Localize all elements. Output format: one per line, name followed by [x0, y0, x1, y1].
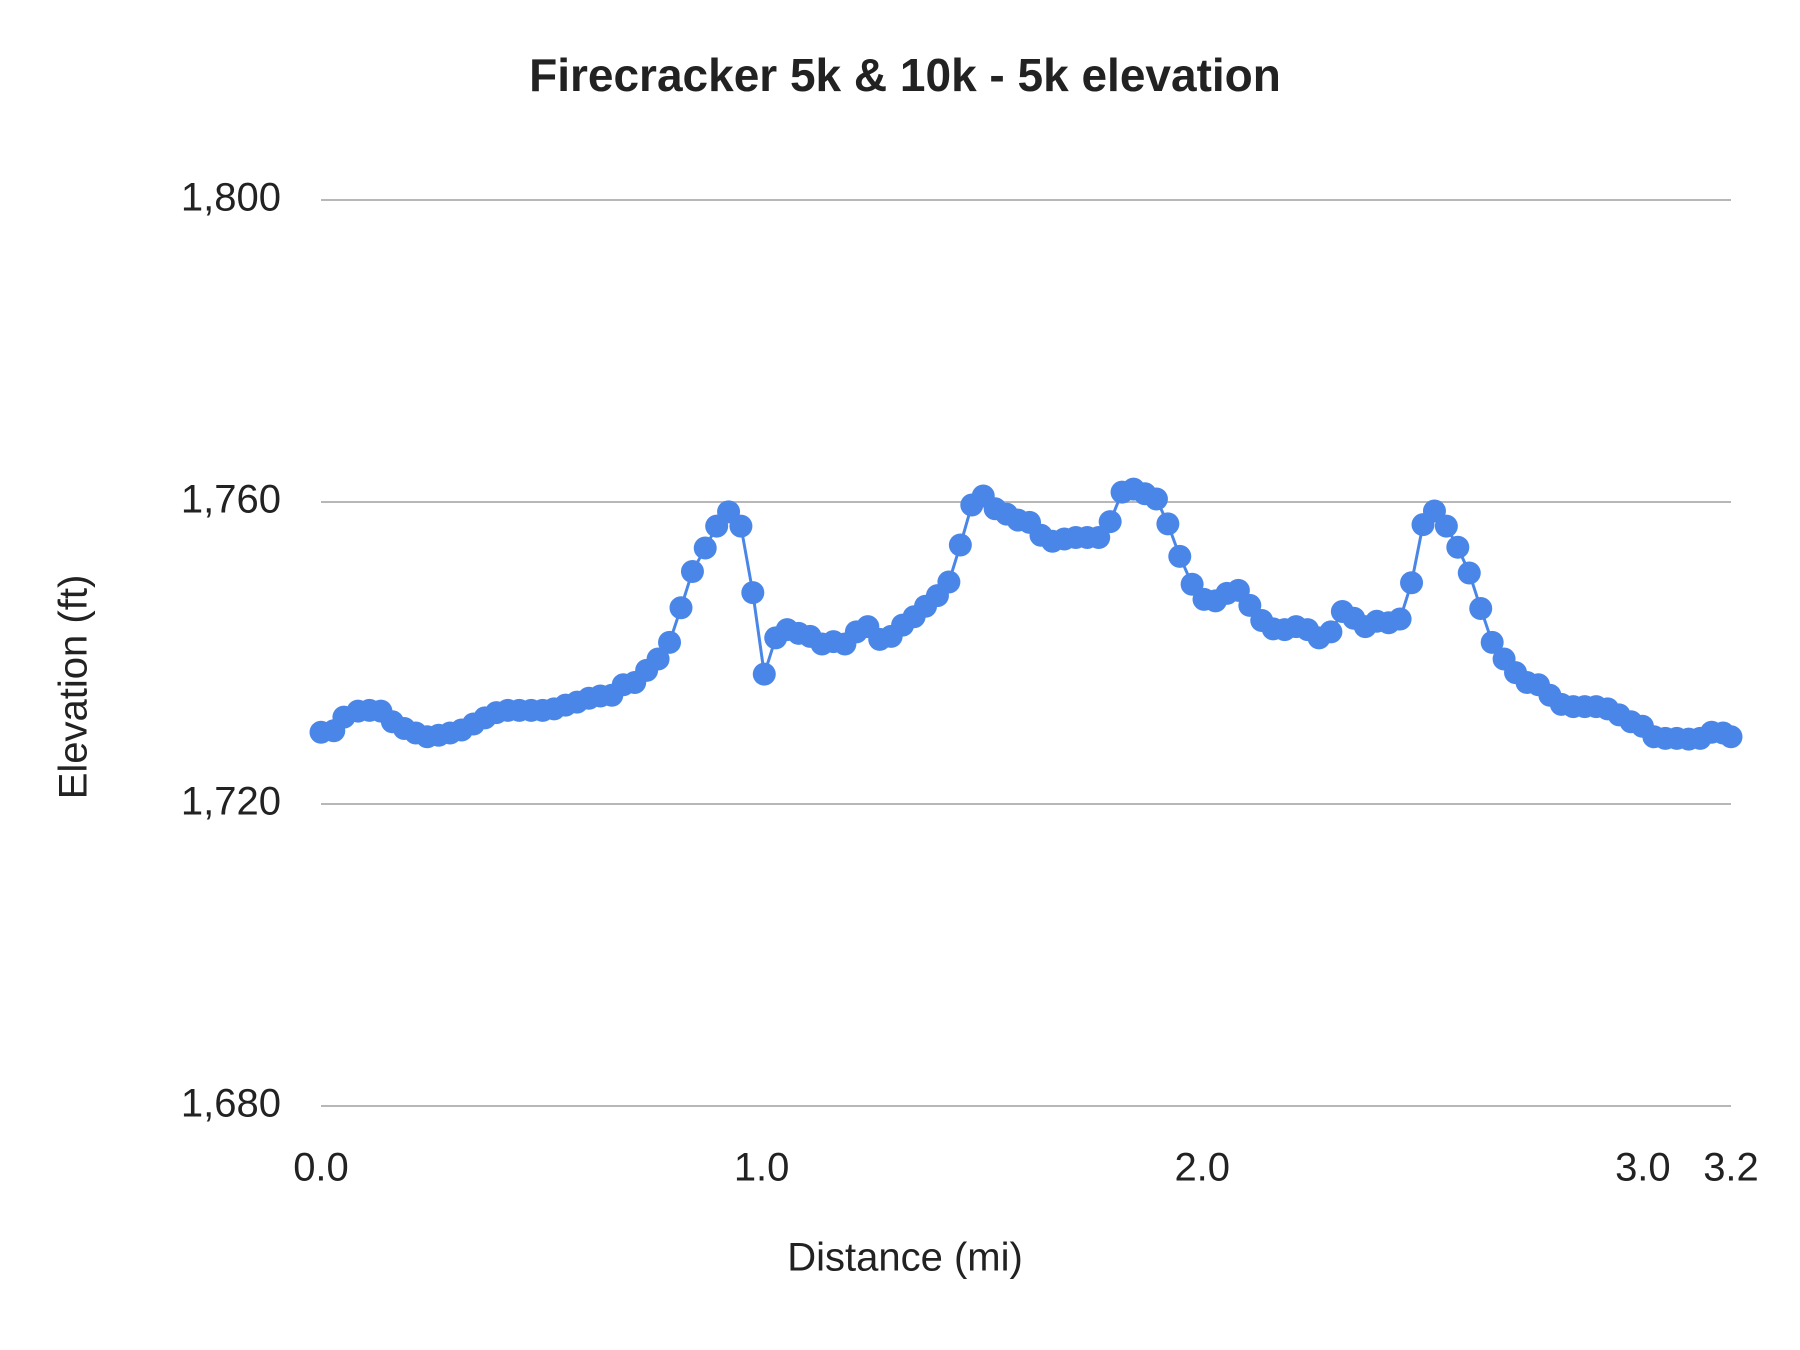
- chart-title: Firecracker 5k & 10k - 5k elevation: [529, 49, 1281, 101]
- data-point: [1168, 544, 1192, 568]
- y-tick-label: 1,680: [181, 1082, 281, 1126]
- data-point: [1144, 487, 1168, 511]
- data-point: [1434, 514, 1458, 538]
- data-point: [752, 662, 776, 686]
- y-tick-label: 1,800: [181, 176, 281, 220]
- x-tick-label: 0.0: [293, 1146, 349, 1190]
- y-tick-label: 1,720: [181, 780, 281, 824]
- data-point: [1457, 561, 1481, 585]
- x-tick-label: 1.0: [734, 1146, 790, 1190]
- x-tick-label: 3.2: [1703, 1146, 1759, 1190]
- data-point: [948, 533, 972, 557]
- data-point: [741, 581, 765, 605]
- data-point: [937, 570, 961, 594]
- data-point: [729, 514, 753, 538]
- data-point: [669, 596, 693, 620]
- data-point: [1480, 630, 1504, 654]
- data-point: [1087, 525, 1111, 549]
- x-tick-label: 3.0: [1615, 1146, 1671, 1190]
- data-point: [1719, 725, 1743, 749]
- data-point: [693, 536, 717, 560]
- data-point: [1319, 620, 1343, 644]
- x-axis-label: Distance (mi): [787, 1236, 1023, 1280]
- data-point: [1446, 535, 1470, 559]
- data-point: [1469, 596, 1493, 620]
- data-point: [646, 647, 670, 671]
- x-tick-label: 2.0: [1174, 1146, 1230, 1190]
- y-tick-label: 1,760: [181, 478, 281, 522]
- data-point: [1400, 571, 1424, 595]
- data-point: [1388, 607, 1412, 631]
- y-axis-label: Elevation (ft): [52, 575, 96, 800]
- data-point: [1098, 510, 1122, 534]
- data-point: [658, 630, 682, 654]
- data-point: [680, 559, 704, 583]
- data-point: [1156, 512, 1180, 536]
